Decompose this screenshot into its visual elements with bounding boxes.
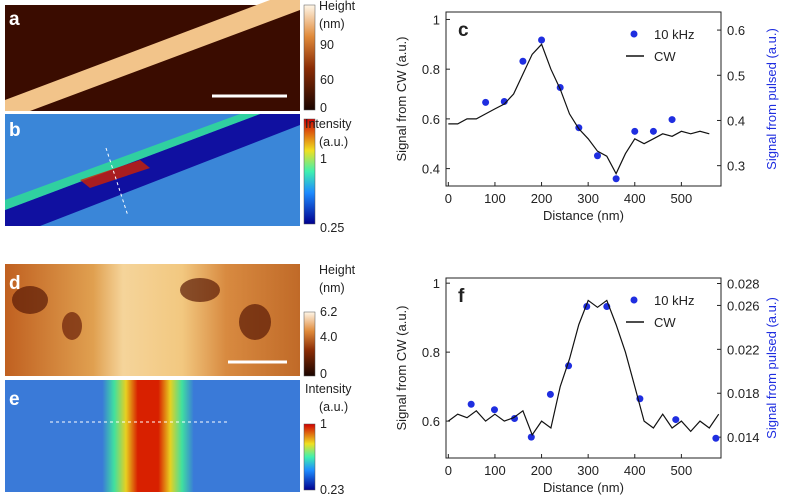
data-point [668,116,676,124]
colorbar-tick: 1 [320,152,327,166]
x-tick-label: 0 [445,191,452,206]
colorbar-tick: 4.0 [320,330,337,344]
y-tick-label: 0.4 [422,162,440,177]
hotspot [80,160,150,188]
data-point [712,434,720,442]
colorbar [303,118,316,225]
intensity-image [5,380,300,492]
panel-label: c [458,20,469,41]
y2-tick-label: 0.5 [727,68,745,83]
colorbar-title: (a.u.) [319,400,348,414]
plot-frame [445,11,722,187]
data-point [500,97,508,105]
colorbar-tick: 0.23 [320,483,344,497]
x-tick-label: 500 [671,191,693,206]
shadow [5,114,300,226]
panel-label: f [458,286,465,307]
colorbar-tick: 0 [320,101,327,115]
colorbar-title: (nm) [319,17,345,31]
y-tick-label: 1 [433,276,440,291]
y2-tick-label: 0.022 [727,342,760,357]
colorbar-tick: 60 [320,73,334,87]
legend-label: CW [654,315,676,330]
x-tick-label: 0 [445,463,452,478]
feature [62,312,82,340]
colorbar [303,311,316,377]
y2-tick-label: 0.4 [727,113,745,128]
y2-tick-label: 0.026 [727,298,760,313]
x-tick-label: 100 [484,463,506,478]
colorbar [303,4,316,111]
feature [239,304,271,340]
colorbar-title: Intensity [305,382,352,396]
y2-axis-label: Signal from pulsed (a.u.) [764,28,779,170]
y-tick-label: 0.8 [422,62,440,77]
x-tick-label: 200 [531,191,553,206]
nanowire [5,0,300,111]
y-tick-label: 0.6 [422,414,440,429]
data-line [447,299,720,437]
colorbar-tick: 0.25 [320,221,344,235]
colorbar [303,423,316,491]
data-point [672,416,680,424]
colorbar-tick: 6.2 [320,305,337,319]
y-tick-label: 1 [433,12,440,27]
colorbar-title: Height [319,0,356,13]
y-tick-label: 0.6 [422,112,440,127]
colorbar-tick: 1 [320,417,327,431]
x-tick-label: 500 [671,463,693,478]
x-tick-label: 400 [624,191,646,206]
y2-tick-label: 0.018 [727,386,760,401]
colorbar-title: (a.u.) [319,135,348,149]
x-tick-label: 300 [577,463,599,478]
feature [12,286,48,314]
data-point [519,57,527,65]
x-tick-label: 100 [484,191,506,206]
legend-label: CW [654,49,676,64]
y2-tick-label: 0.014 [727,430,760,445]
panel-label: b [9,120,21,141]
y2-tick-label: 0.3 [727,159,745,174]
data-point [593,152,601,160]
colorbar-title: Intensity [305,117,352,131]
y-axis-label: Signal from CW (a.u.) [394,37,409,162]
x-axis-label: Distance (nm) [543,480,624,495]
data-point [612,175,620,183]
y2-tick-label: 0.028 [727,276,760,291]
feature [180,278,220,302]
y-axis-label: Signal from CW (a.u.) [394,306,409,431]
data-point [482,98,490,106]
data-point [538,36,546,44]
x-axis-label: Distance (nm) [543,208,624,223]
colorbar-title: (nm) [319,281,345,295]
x-tick-label: 200 [531,463,553,478]
legend-label: 10 kHz [654,27,694,42]
legend-label: 10 kHz [654,293,694,308]
panel-label: e [9,389,20,410]
x-tick-label: 400 [624,463,646,478]
panel-label: d [9,273,21,294]
legend-marker [630,296,638,304]
data-point [490,406,498,414]
data-point [511,414,519,422]
edge [5,114,260,210]
x-tick-label: 300 [577,191,599,206]
y-tick-label: 0.8 [422,345,440,360]
data-point [467,400,475,408]
data-line [448,43,710,175]
data-point [631,127,639,135]
panel-label: a [9,9,20,30]
plot-frame [445,277,722,459]
colorbar-tick: 90 [320,38,334,52]
colorbar-title: Height [319,263,356,277]
colorbar-tick: 0 [320,367,327,381]
y2-tick-label: 0.6 [727,23,745,38]
data-point [649,127,657,135]
legend-marker [630,30,638,38]
y2-axis-label: Signal from pulsed (a.u.) [764,297,779,439]
data-point [546,390,554,398]
data-point [527,433,535,441]
